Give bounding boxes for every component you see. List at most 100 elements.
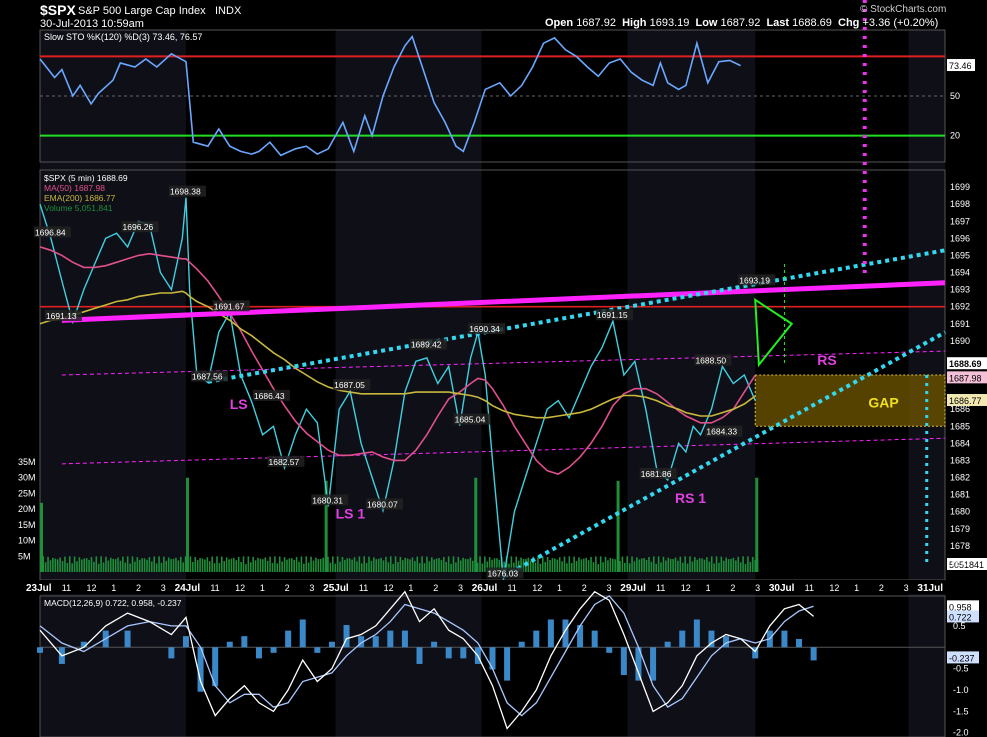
volume-bar <box>725 557 727 572</box>
volume-bar <box>443 556 445 572</box>
macd-hist-bar <box>547 619 554 648</box>
volume-bar <box>97 563 100 572</box>
macd-hist-bar <box>460 647 467 659</box>
price-tick-1685: 1685 <box>950 421 970 431</box>
volume-bar <box>85 558 88 572</box>
day-band-0 <box>40 30 186 737</box>
volume-bar <box>377 558 380 572</box>
volume-bar <box>737 556 740 572</box>
volume-bar <box>394 556 397 572</box>
volume-bar <box>681 562 684 572</box>
volume-bar <box>109 557 112 572</box>
annotation-ls-1: LS 1 <box>336 506 366 522</box>
annotation-gap: GAP <box>868 394 898 410</box>
volume-bar <box>245 564 247 572</box>
volume-bar <box>749 561 752 572</box>
volume-bar <box>645 559 648 572</box>
volume-bar <box>426 556 428 572</box>
price-tick-1680: 1680 <box>950 507 970 517</box>
volume-bar <box>276 563 279 572</box>
volume-bar <box>288 558 291 572</box>
volume-bar <box>491 559 493 572</box>
volume-bar <box>720 556 723 572</box>
macd-hist-bar <box>358 636 365 648</box>
point-label-13: 1690.34 <box>469 324 500 334</box>
volume-bar <box>334 563 337 572</box>
macd-hist-bar <box>197 647 204 692</box>
volume-bar <box>558 557 561 572</box>
quote-line: Open 1687.92 High 1693.19 Low 1687.92 La… <box>545 17 938 29</box>
volume-bar <box>286 559 288 572</box>
stoch-line <box>39 34 741 157</box>
annotation-rs-1: RS 1 <box>675 490 706 506</box>
volume-bar <box>153 556 156 572</box>
legend-entry-1: MA(50) 1687.98 <box>44 183 105 193</box>
volume-bar <box>563 556 566 572</box>
macd-hist-bar <box>168 647 175 659</box>
volume-bar <box>199 558 201 572</box>
volume-bar <box>124 562 127 572</box>
volume-bar <box>54 558 57 572</box>
quote-date: 30-Jul-2013 10:59am <box>40 18 144 30</box>
volume-bar <box>409 559 411 572</box>
volume-bar <box>155 563 158 572</box>
x-tick-2: 12 <box>87 583 97 593</box>
volume-bar <box>363 556 365 572</box>
volume-bar <box>599 556 602 572</box>
macd-title: MACD(12,26,9) 0.722, 0.958, -0.237 <box>44 598 182 608</box>
price-last-box-0 <box>947 357 987 370</box>
volume-bar <box>672 559 674 572</box>
point-label-box-10 <box>366 498 404 510</box>
volume-bar <box>561 561 563 572</box>
volume-bar <box>496 558 498 572</box>
volume-spike-4 <box>616 480 620 572</box>
x-tick-6: 24Jul <box>175 583 201 594</box>
volume-bar <box>515 556 518 572</box>
volume-bar <box>602 562 604 572</box>
volume-bar <box>95 556 98 572</box>
volume-bar <box>566 563 568 572</box>
x-tick-1: 11 <box>62 583 71 593</box>
volume-bar <box>484 556 486 572</box>
macd-tick-3: -0.5 <box>953 664 969 674</box>
point-label-box-18 <box>705 425 743 437</box>
price-tick-1691: 1691 <box>950 319 970 329</box>
volume-bar <box>52 557 54 572</box>
symbol: $SPX <box>40 2 76 18</box>
volume-bar <box>90 556 93 572</box>
volume-bar <box>455 562 457 572</box>
x-tick-21: 1 <box>557 583 562 593</box>
point-label-box-15 <box>595 309 633 321</box>
volume-bar <box>638 559 641 572</box>
volume-bar <box>479 556 481 572</box>
volume-bar <box>47 556 49 572</box>
volume-bar <box>406 558 409 572</box>
macd-hist-bar <box>708 630 715 648</box>
volume-bar <box>595 556 597 572</box>
chg-value: +3.36 (+0.20%) <box>862 17 939 29</box>
volume-bar <box>332 556 334 572</box>
volume-bar <box>329 562 332 572</box>
date-axis: 23Jul 11 12 1 2 3 24Jul 11 12 1 2 3 25Jul 11 12 1 2 3 26Ju… <box>26 580 945 594</box>
volume-bar <box>669 558 672 572</box>
volume-bar <box>469 557 472 572</box>
price-tick-1690: 1690 <box>950 336 970 346</box>
low-label: Low <box>695 17 718 29</box>
volume-bar <box>539 563 542 572</box>
macd-hist-bar <box>664 641 671 648</box>
volume-bar <box>445 561 448 572</box>
volume-tick-3: 20M <box>18 504 36 514</box>
volume-bar <box>534 562 537 572</box>
price-tick-1686: 1686 <box>950 404 970 414</box>
volume-bar <box>727 559 730 572</box>
volume-bar <box>471 560 474 572</box>
point-label-14: 1676.03 <box>487 568 518 578</box>
legend-entry-0: $SPX (5 min) 1688.69 <box>44 173 128 183</box>
volume-bar <box>298 561 300 572</box>
x-tick-8: 12 <box>235 583 245 593</box>
volume-bar <box>751 556 754 572</box>
point-label-box-11 <box>409 338 447 350</box>
volume-bar <box>315 557 317 572</box>
point-label-3: 1698.38 <box>170 187 201 197</box>
price-tick-1693: 1693 <box>950 285 970 295</box>
